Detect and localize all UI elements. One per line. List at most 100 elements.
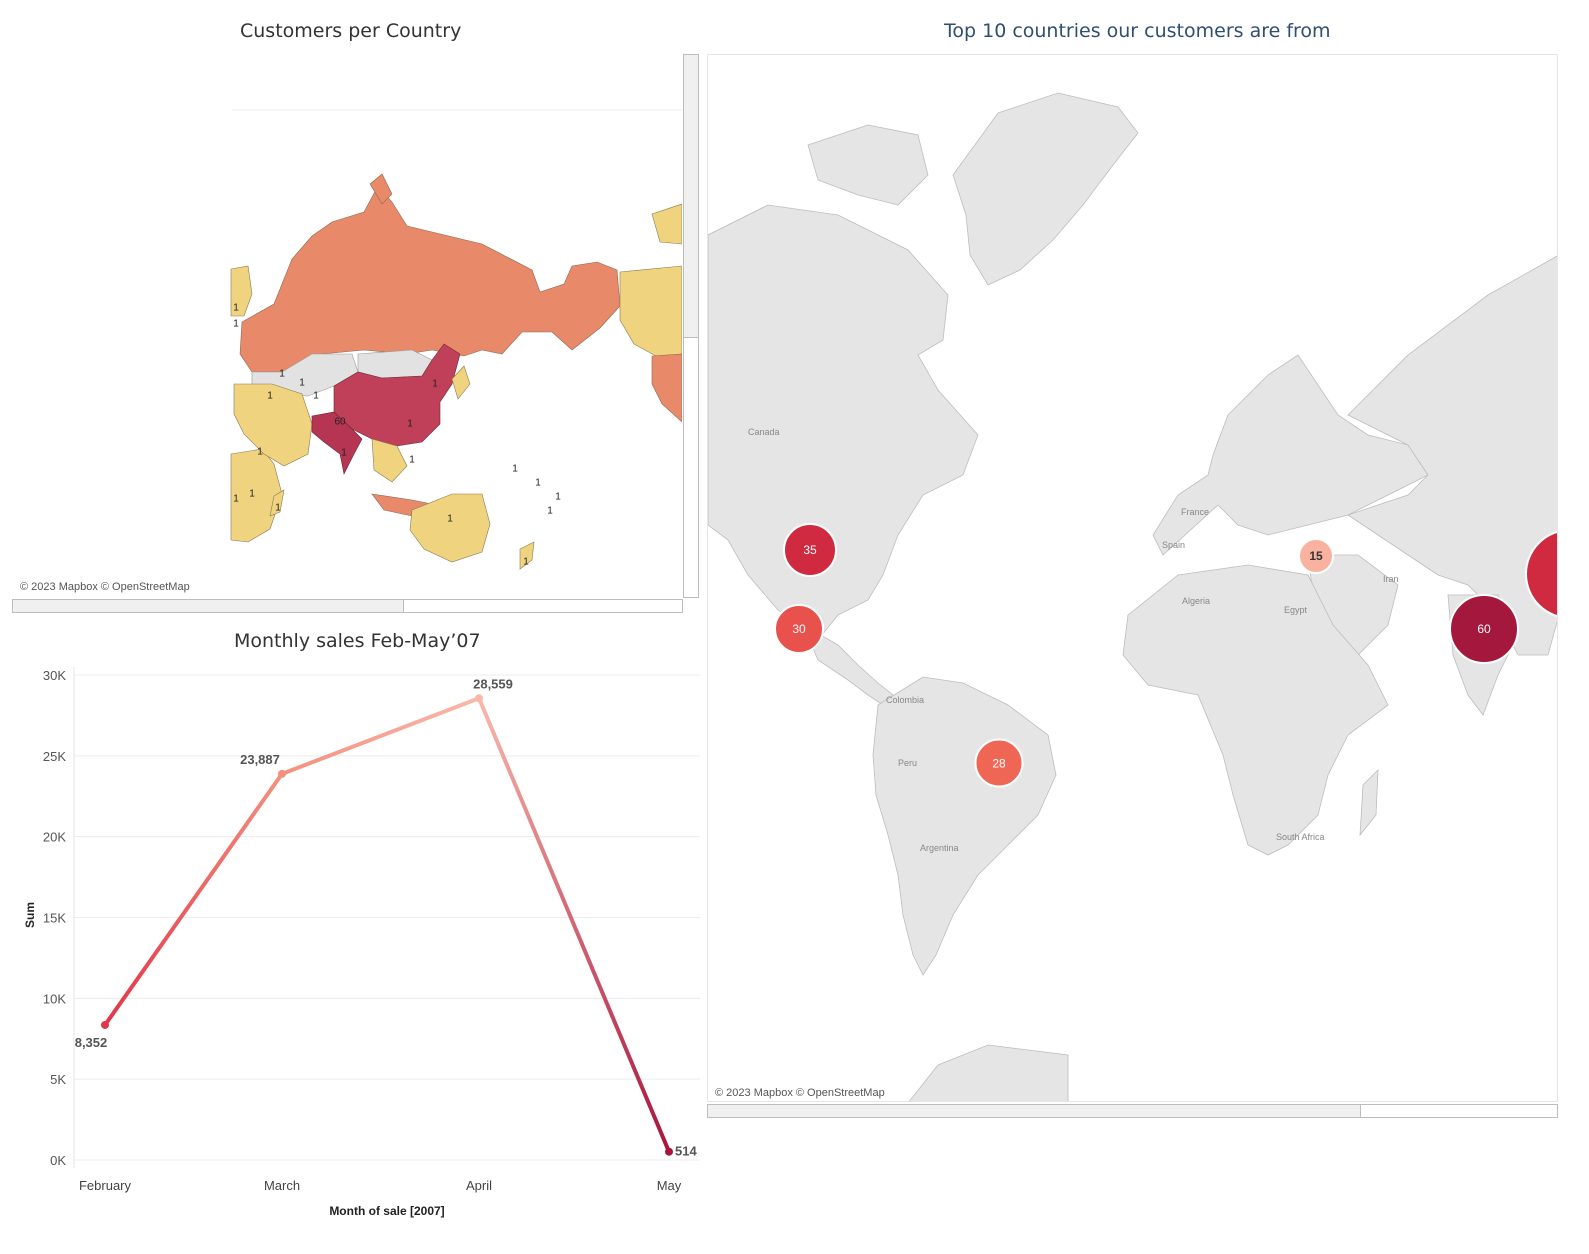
- madagascar-shape: [269, 489, 285, 517]
- africa-shape: [1122, 564, 1389, 856]
- y-tick-label: 10K: [43, 991, 66, 1006]
- map-count-label: 1: [275, 502, 281, 514]
- map-count-label: 1: [447, 513, 453, 525]
- top-countries-map[interactable]: Canada France Spain Algeria Egypt Iran C…: [707, 54, 1558, 1120]
- map-count-label: 1: [233, 318, 239, 330]
- map-count-label: 1: [512, 463, 518, 475]
- left-map-hscroll-thumb[interactable]: [13, 600, 404, 612]
- map-count-label: 1: [555, 491, 561, 503]
- sales-points-layer: [101, 694, 673, 1156]
- india-shape: [311, 411, 363, 475]
- map-count-label: 1: [257, 446, 263, 458]
- map-attribution[interactable]: © 2023 Mapbox © OpenStreetMap: [715, 1087, 885, 1099]
- novaya-zemlya: [369, 173, 393, 205]
- data-label: 28,559: [473, 676, 513, 691]
- customer-bubble-28[interactable]: 28: [974, 738, 1024, 788]
- map-count-label: 1: [267, 390, 273, 402]
- place-label: Canada: [748, 427, 780, 437]
- data-point: [665, 1147, 673, 1156]
- se-asia-shape: [371, 438, 408, 483]
- right-map-title: Top 10 countries our customers are from: [944, 20, 1331, 42]
- monthly-sales-svg: 30K 25K 20K 15K 10K 5K 0K February March April Ma…: [23, 667, 700, 1218]
- mongolia-shape: [357, 349, 433, 379]
- left-map-vertical-scrollbar[interactable]: [683, 54, 699, 598]
- north-america-shape: [651, 353, 682, 423]
- y-tick-label: 15K: [43, 911, 66, 926]
- customers-per-country-map[interactable]: 60 1 1 1 1 1 1 1 1 1 1 1 1 1 1 1 1 1 1 1…: [12, 54, 699, 614]
- y-tick-label: 25K: [43, 749, 66, 764]
- place-label: Algeria: [1182, 596, 1211, 606]
- map-count-label: 1: [299, 377, 305, 389]
- left-map-svg: [230, 109, 682, 570]
- left-map-vscroll-thumb[interactable]: [684, 55, 698, 338]
- right-map-viewport[interactable]: Canada France Spain Algeria Egypt Iran C…: [707, 54, 1558, 1102]
- south-america-shape: [872, 676, 1057, 976]
- customer-bubble-35[interactable]: 35: [783, 523, 837, 577]
- arctic-archipelago: [807, 124, 929, 206]
- place-label: Spain: [1162, 540, 1186, 550]
- middle-east-shape: [233, 383, 313, 467]
- data-label: 514: [675, 1144, 697, 1159]
- place-label: Peru: [898, 758, 918, 768]
- madagascar-shape: [1359, 768, 1379, 837]
- north-america-shape: [708, 204, 979, 641]
- place-label: France: [1181, 507, 1210, 517]
- map-count-label: 1: [432, 378, 438, 390]
- china-shape: [333, 343, 461, 447]
- sales-line-segment: [103, 771, 284, 1027]
- map-count-label: 1: [313, 390, 319, 402]
- map-count-label: 1: [249, 488, 255, 500]
- y-tick-label: 0K: [50, 1153, 66, 1168]
- x-tick-label: March: [264, 1178, 300, 1193]
- alaska-shape: [619, 265, 682, 357]
- monthly-sales-chart: 30K 25K 20K 15K 10K 5K 0K February March April Ma…: [0, 655, 705, 1235]
- data-point: [278, 769, 286, 778]
- data-label: 8,352: [75, 1035, 108, 1050]
- customer-bubble-60[interactable]: 60: [1449, 594, 1519, 664]
- left-map-viewport[interactable]: 60 1 1 1 1 1 1 1 1 1 1 1 1 1 1 1 1 1 1 1…: [12, 54, 682, 598]
- australia-shape: [409, 493, 491, 563]
- x-axis-ticks: February March April May: [79, 1178, 682, 1193]
- map-count-label: 1: [535, 477, 541, 489]
- place-label: Argentina: [920, 843, 959, 853]
- sales-line-segment: [280, 696, 481, 776]
- new-zealand-shape: [519, 541, 535, 570]
- map-count-label: 1: [523, 556, 529, 568]
- map-attribution[interactable]: © 2023 Mapbox © OpenStreetMap: [20, 581, 190, 593]
- place-label: Colombia: [886, 695, 925, 705]
- data-point: [475, 694, 483, 703]
- map-count-label: 1: [233, 302, 239, 314]
- place-label: Egypt: [1284, 605, 1308, 615]
- chart-title: Monthly sales Feb-May’07: [234, 630, 481, 652]
- customer-bubble-15[interactable]: 15: [1298, 538, 1334, 574]
- right-map-hscroll-thumb[interactable]: [708, 1105, 1361, 1117]
- map-count-label: 1: [233, 493, 239, 505]
- map-count-label: 60: [334, 416, 346, 428]
- data-point: [101, 1020, 109, 1029]
- sales-line-segment: [477, 696, 671, 1154]
- data-label: 23,887: [240, 752, 280, 767]
- arctic-islands: [651, 203, 682, 245]
- place-label: South Africa: [1276, 832, 1325, 842]
- sales-line-layer: [103, 696, 671, 1154]
- x-tick-label: February: [79, 1178, 132, 1193]
- map-count-label: 1: [547, 505, 553, 517]
- greenland-shape: [952, 92, 1139, 286]
- europe-edge: [230, 265, 253, 317]
- y-tick-label: 30K: [43, 668, 66, 683]
- left-map-horizontal-scrollbar[interactable]: [12, 599, 683, 613]
- x-tick-label: April: [466, 1178, 492, 1193]
- data-labels-layer: 8,352 23,887 28,559 514: [75, 676, 698, 1158]
- y-axis-title: Sum: [23, 902, 37, 928]
- x-tick-label: May: [657, 1178, 682, 1193]
- russia-shape: [239, 185, 621, 373]
- right-map-horizontal-scrollbar[interactable]: [707, 1104, 1558, 1118]
- customer-bubble-30[interactable]: 30: [774, 604, 824, 654]
- map-count-label: 1: [407, 418, 413, 430]
- y-tick-label: 5K: [50, 1072, 66, 1087]
- place-label: Iran: [1383, 574, 1399, 584]
- left-map-title: Customers per Country: [240, 20, 462, 42]
- map-count-label: 1: [279, 368, 285, 380]
- chart-gridlines: [73, 667, 700, 1168]
- antarctica-shape: [909, 1044, 1069, 1101]
